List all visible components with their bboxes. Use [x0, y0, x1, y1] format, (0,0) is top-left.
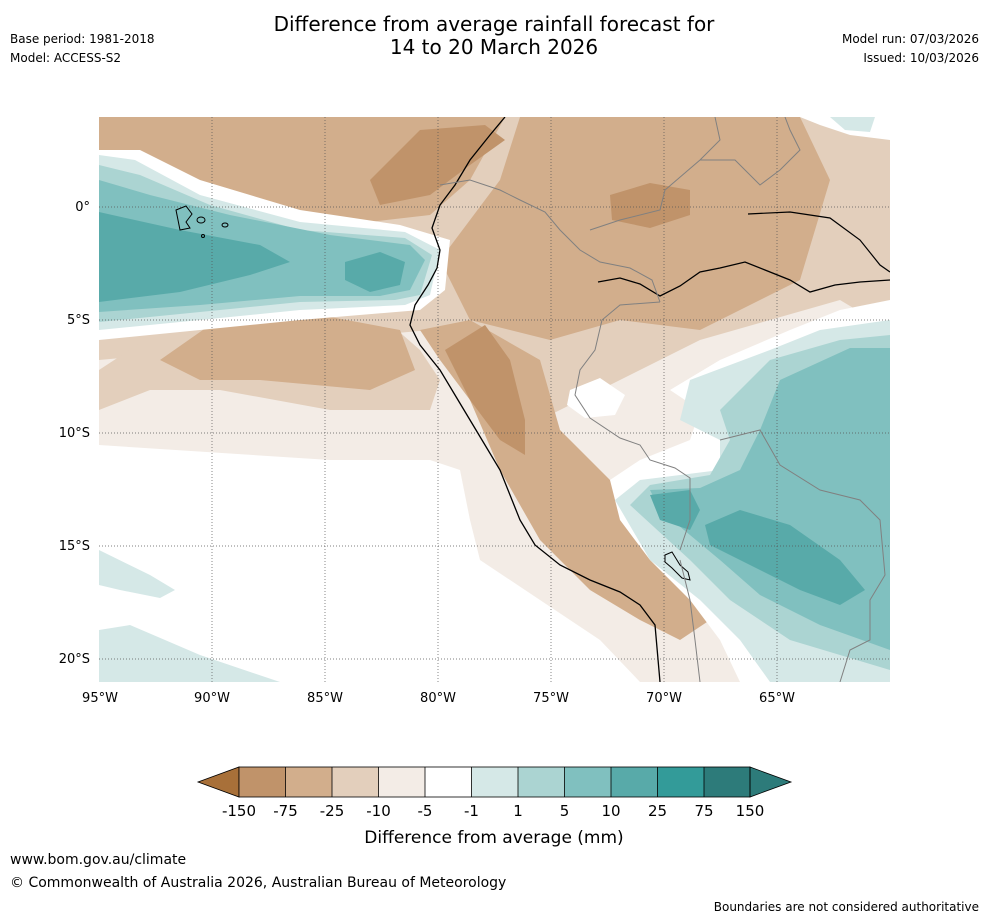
title-line-2: 14 to 20 March 2026: [389, 35, 599, 59]
dry-region-amazon: [440, 117, 830, 340]
wet-region-east-core-2: [650, 490, 700, 530]
wet-patch-northeast: [830, 117, 875, 132]
border-peru-brazil-bolivia: [574, 301, 691, 551]
country-borders: [439, 117, 886, 682]
legend-tick: 150: [736, 802, 765, 820]
title-line-1: Difference from average rainfall forecas…: [273, 12, 715, 36]
longitude-labels: 95°W 90°W 85°W 80°W 75°W 70°W 65°W: [82, 691, 795, 706]
legend-swatch: [518, 767, 565, 797]
lon-label: 75°W: [533, 691, 569, 706]
lon-label: 80°W: [420, 691, 456, 706]
rio-negro: [747, 211, 890, 273]
map-gridlines: [99, 117, 890, 682]
wet-tongue-core-west: [99, 212, 290, 302]
legend-tick: 10: [601, 802, 620, 820]
legend-swatch: [285, 767, 332, 797]
legend-swatch: [239, 767, 286, 797]
border-chile-bolivia: [679, 559, 701, 682]
legend-tick: -10: [366, 802, 391, 820]
lat-label: 5°S: [67, 313, 90, 328]
legend-tick: 1: [513, 802, 523, 820]
lon-label: 95°W: [82, 691, 118, 706]
legend-outline: [238, 766, 751, 798]
legend-tick: -75: [273, 802, 298, 820]
wet-tongue-core-east: [345, 252, 405, 292]
lake-titicaca: [664, 551, 691, 581]
wet-patch-southwest: [99, 550, 175, 598]
lon-label: 65°W: [759, 691, 795, 706]
dry-core-north: [370, 125, 505, 205]
wet-patch-south: [99, 625, 280, 682]
lon-label: 85°W: [307, 691, 343, 706]
lat-label: 15°S: [59, 539, 90, 554]
base-period-text: Base period: 1981-2018: [10, 32, 155, 46]
legend-tick: -5: [418, 802, 433, 820]
website-link[interactable]: www.bom.gov.au/climate: [10, 852, 187, 868]
legend-swatch: [425, 767, 472, 797]
lat-label: 10°S: [59, 426, 90, 441]
island-santa-cruz: [196, 216, 206, 224]
galapagos-islands: [175, 205, 229, 238]
legend-swatch: [564, 767, 611, 797]
legend-tick: -1: [464, 802, 479, 820]
legend-title: Difference from average (mm): [364, 828, 623, 848]
legend-tick: 25: [648, 802, 667, 820]
disclaimer-text: Boundaries are not considered authoritat…: [713, 900, 979, 914]
coastline-west: [409, 117, 661, 682]
legend-tick: -25: [320, 802, 345, 820]
legend-swatch: [657, 767, 704, 797]
colour-legend: -150 -75 -25 -10 -5 -1 1 5 10 25 75 150 …: [196, 766, 793, 848]
legend-tick: 75: [694, 802, 713, 820]
border-colombia-venezuela: [589, 117, 721, 231]
map-plot-area: [99, 117, 890, 682]
copyright-text: © Commonwealth of Australia 2026, Austra…: [10, 875, 507, 891]
legend-dividers: [285, 767, 705, 797]
border-colombia-ecuador-peru: [439, 179, 661, 303]
amazon-river: [597, 261, 890, 297]
issued-text: Issued: 10/03/2026: [863, 51, 979, 65]
legend-swatch: [332, 767, 379, 797]
border-venezuela-brazil: [700, 117, 801, 186]
legend-swatch: [378, 767, 425, 797]
dry-core-south-pacific: [160, 315, 415, 390]
legend-tick-labels: -150 -75 -25 -10 -5 -1 1 5 10 25 75 150: [222, 802, 764, 820]
island-san-cristobal: [221, 222, 229, 228]
wet-region-east-core: [705, 510, 865, 605]
legend-arrow-low: [196, 766, 240, 798]
island-floreana: [201, 234, 205, 238]
island-isabela: [175, 205, 193, 231]
border-bolivia-brazil: [719, 429, 886, 682]
legend-tick: -150: [222, 802, 256, 820]
neutral-pocket-peru: [567, 378, 625, 418]
lon-label: 70°W: [646, 691, 682, 706]
page-title: Difference from average rainfall forecas…: [0, 13, 988, 59]
latitude-labels: 0° 5°S 10°S 15°S 20°S: [59, 200, 90, 667]
model-text: Model: ACCESS-S2: [10, 51, 122, 65]
legend-swatch: [611, 767, 658, 797]
legend-arrow-high: [749, 766, 793, 798]
model-run-text: Model run: 07/03/2026: [841, 32, 979, 46]
legend-tick: 5: [560, 802, 570, 820]
lon-label: 90°W: [194, 691, 230, 706]
lat-label: 0°: [75, 200, 90, 215]
dry-core-andes: [445, 325, 525, 455]
neutral-region-south-pacific: [99, 445, 640, 682]
legend-swatch: [704, 767, 750, 797]
dry-core-amazon: [610, 183, 690, 228]
lat-label: 20°S: [59, 652, 90, 667]
legend-swatch: [471, 767, 518, 797]
